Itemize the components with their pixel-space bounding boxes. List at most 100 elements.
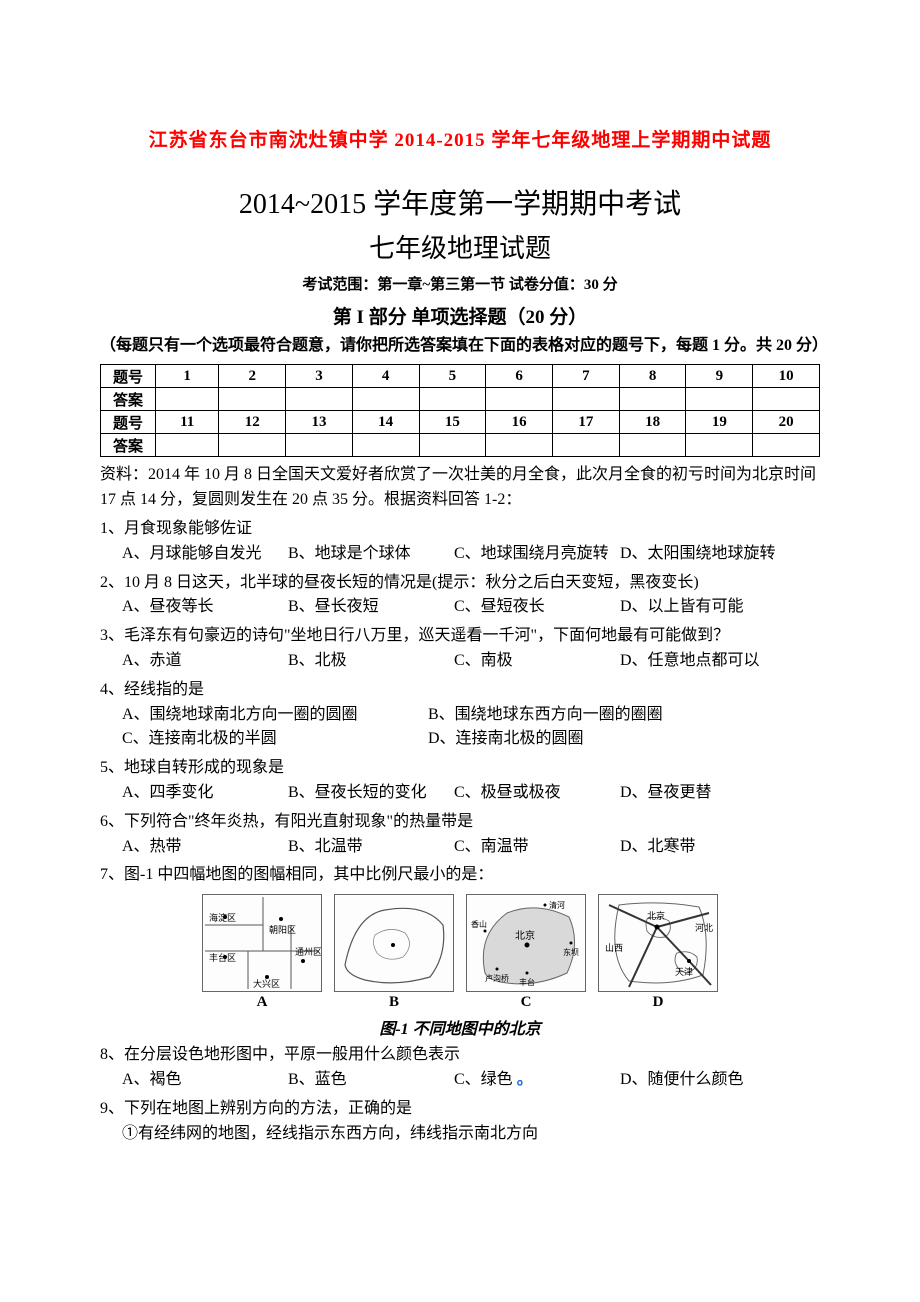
q6-opt-a: A、热带	[122, 835, 282, 860]
q3-opt-d: D、任意地点都可以	[620, 649, 780, 674]
answer-cell[interactable]	[686, 434, 753, 457]
grid-num: 17	[553, 411, 620, 434]
doc-title: 江苏省东台市南沈灶镇中学 2014-2015 学年七年级地理上学期期中试题	[100, 120, 820, 162]
answer-cell[interactable]	[553, 388, 620, 411]
answer-cell[interactable]	[156, 388, 219, 411]
grid-num: 6	[486, 365, 553, 388]
q1-opt-b: B、地球是个球体	[288, 542, 448, 567]
q8-options: A、褐色 B、蓝色 C、绿色 。 D、随便什么颜色	[100, 1068, 820, 1093]
blue-dot-icon: 。	[517, 1071, 533, 1088]
answer-cell[interactable]	[686, 388, 753, 411]
svg-text:丰台区: 丰台区	[209, 952, 236, 963]
answer-grid: 题号 1 2 3 4 5 6 7 8 9 10 答案 题号 11 12 13 1…	[100, 364, 820, 457]
maps-row: 海淀区 朝阳区 丰台区 通州区 大兴区 A	[202, 894, 718, 1011]
grid-num: 16	[486, 411, 553, 434]
figure-1-caption: 图-1 不同地图中的北京	[100, 1015, 820, 1039]
answer-cell[interactable]	[156, 434, 219, 457]
answer-cell[interactable]	[352, 388, 419, 411]
q1-opt-d: D、太阳围绕地球旋转	[620, 542, 780, 567]
grid-label: 题号	[101, 365, 156, 388]
q9-sub1: ①有经纬网的地图，经线指示东西方向，纬线指示南北方向	[100, 1122, 820, 1147]
q1-opt-c: C、地球围绕月亮旋转	[454, 542, 614, 567]
grid-num: 1	[156, 365, 219, 388]
q8-opt-c: C、绿色 。	[454, 1068, 614, 1093]
svg-text:清河: 清河	[549, 900, 565, 910]
map-c-svg: 清河 香山 北京 卢沟桥 丰台 东坝	[466, 894, 586, 992]
q5-opt-b: B、昼夜长短的变化	[288, 781, 448, 806]
grid-num: 4	[352, 365, 419, 388]
map-a-svg: 海淀区 朝阳区 丰台区 通州区 大兴区	[202, 894, 322, 992]
q2-opt-c: C、昼短夜长	[454, 595, 614, 620]
q8-stem: 8、在分层设色地形图中，平原一般用什么颜色表示	[100, 1043, 820, 1068]
answer-cell[interactable]	[486, 388, 553, 411]
answer-cell[interactable]	[352, 434, 419, 457]
q4-opt-c: C、连接南北极的半圆	[122, 727, 422, 752]
q7-stem: 7、图-1 中四幅地图的图幅相同，其中比例尺最小的是：	[100, 863, 820, 888]
q6-stem: 6、下列符合"终年炎热，有阳光直射现象"的热量带是	[100, 810, 820, 835]
svg-text:河北: 河北	[695, 922, 713, 933]
grid-num: 10	[753, 365, 820, 388]
q6-opt-b: B、北温带	[288, 835, 448, 860]
grid-row-answer1: 答案	[101, 388, 820, 411]
q1-stem: 1、月食现象能够佐证	[100, 517, 820, 542]
q5-opt-d: D、昼夜更替	[620, 781, 780, 806]
svg-text:北京: 北京	[515, 929, 535, 942]
grid-num: 12	[219, 411, 286, 434]
part1-instruction: （每题只有一个选项最符合题意，请你把所选答案填在下面的表格对应的题号下，每题 1…	[100, 333, 820, 359]
grid-num: 5	[419, 365, 486, 388]
answer-cell[interactable]	[553, 434, 620, 457]
q6-options: A、热带 B、北温带 C、南温带 D、北寒带	[100, 835, 820, 860]
answer-cell[interactable]	[219, 388, 286, 411]
q3-options: A、赤道 B、北极 C、南极 D、任意地点都可以	[100, 649, 820, 674]
exam-scope: 考试范围：第一章~第三第一节 试卷分值：30 分	[100, 273, 820, 294]
q8-opt-a: A、褐色	[122, 1068, 282, 1093]
svg-text:香山: 香山	[471, 919, 487, 929]
grid-num: 8	[619, 365, 686, 388]
map-b-svg	[334, 894, 454, 992]
figure-1: 海淀区 朝阳区 丰台区 通州区 大兴区 A	[100, 894, 820, 1039]
map-a-label: A	[257, 994, 268, 1011]
svg-text:朝阳区: 朝阳区	[269, 925, 296, 935]
grid-num: 15	[419, 411, 486, 434]
answer-cell[interactable]	[619, 388, 686, 411]
map-a: 海淀区 朝阳区 丰台区 通州区 大兴区 A	[202, 894, 322, 1011]
grid-num: 7	[553, 365, 620, 388]
material-text: 资料：2014 年 10 月 8 日全国天文爱好者欣赏了一次壮美的月全食，此次月…	[100, 463, 820, 513]
grid-row-header1: 题号 1 2 3 4 5 6 7 8 9 10	[101, 365, 820, 388]
answer-cell[interactable]	[219, 434, 286, 457]
grid-row-answer2: 答案	[101, 434, 820, 457]
q8-opt-d: D、随便什么颜色	[620, 1068, 780, 1093]
answer-cell[interactable]	[286, 388, 353, 411]
q6-opt-d: D、北寒带	[620, 835, 780, 860]
map-d-svg: 北京 河北 天津 山西	[598, 894, 718, 992]
q3-opt-c: C、南极	[454, 649, 614, 674]
answer-cell[interactable]	[286, 434, 353, 457]
answer-cell[interactable]	[419, 434, 486, 457]
answer-cell[interactable]	[486, 434, 553, 457]
answer-cell[interactable]	[753, 388, 820, 411]
map-c-label: C	[521, 994, 532, 1011]
q8-opt-b: B、蓝色	[288, 1068, 448, 1093]
q3-opt-a: A、赤道	[122, 649, 282, 674]
q2-opt-b: B、昼长夜短	[288, 595, 448, 620]
q4-opt-a: A、围绕地球南北方向一圈的圆圈	[122, 703, 422, 728]
part1-title: 第 I 部分 单项选择题（20 分）	[100, 302, 820, 329]
q3-stem: 3、毛泽东有句豪迈的诗句"坐地日行八万里，巡天遥看一千河"，下面何地最有可能做到…	[100, 624, 820, 649]
answer-cell[interactable]	[619, 434, 686, 457]
map-d: 北京 河北 天津 山西 D	[598, 894, 718, 1011]
map-b-label: B	[389, 994, 399, 1011]
svg-text:海淀区: 海淀区	[209, 912, 236, 923]
q4-stem: 4、经线指的是	[100, 678, 820, 703]
svg-text:卢沟桥: 卢沟桥	[485, 973, 509, 983]
grid-num: 14	[352, 411, 419, 434]
q5-opt-c: C、极昼或极夜	[454, 781, 614, 806]
svg-text:天津: 天津	[675, 967, 693, 977]
map-c: 清河 香山 北京 卢沟桥 丰台 东坝 C	[466, 894, 586, 1011]
svg-text:北京: 北京	[647, 910, 665, 921]
grid-num: 9	[686, 365, 753, 388]
exam-page: 江苏省东台市南沈灶镇中学 2014-2015 学年七年级地理上学期期中试题 20…	[0, 0, 920, 1206]
svg-text:大兴区: 大兴区	[253, 978, 280, 989]
answer-cell[interactable]	[419, 388, 486, 411]
answer-cell[interactable]	[753, 434, 820, 457]
grid-num: 3	[286, 365, 353, 388]
